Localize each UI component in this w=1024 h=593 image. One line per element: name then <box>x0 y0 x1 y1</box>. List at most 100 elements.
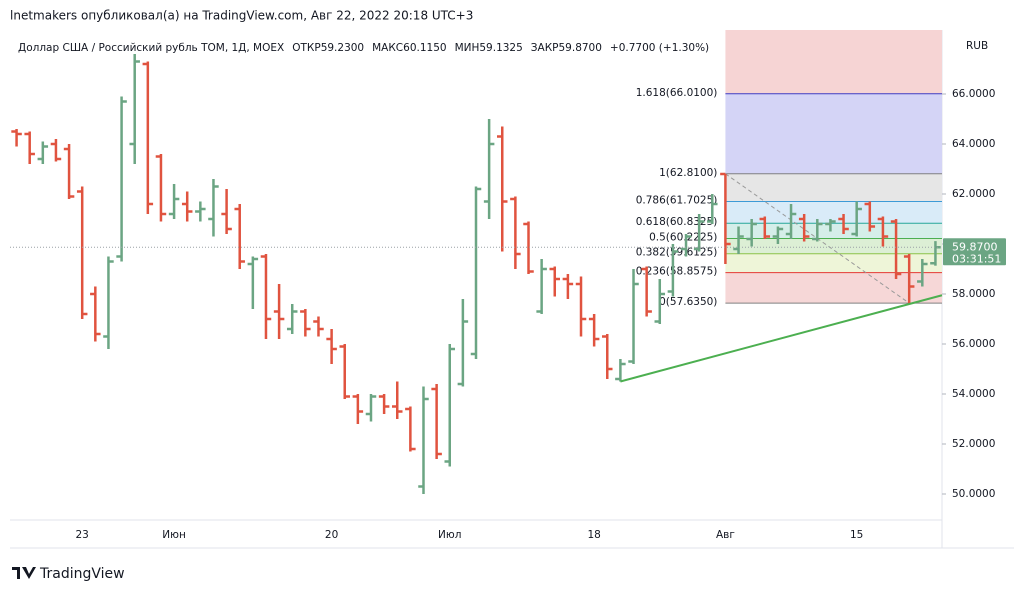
legend-close: 59.8700 <box>559 42 602 54</box>
fib-label: 0.786(61.7025) <box>636 194 718 206</box>
ohlc-bar <box>181 191 193 222</box>
ohlc-bar <box>365 394 377 422</box>
ohlc-bar <box>536 259 547 314</box>
ohlc-bar <box>286 304 298 334</box>
y-tick-label: 58.0000 <box>952 288 995 300</box>
fib-band <box>725 272 942 304</box>
fib-band <box>725 238 942 254</box>
y-tick-label: 64.0000 <box>952 138 995 150</box>
y-tick-label: 62.0000 <box>952 188 995 200</box>
legend-open: 59.2300 <box>321 42 364 54</box>
x-tick-label: 20 <box>325 529 338 541</box>
ohlc-bar <box>76 186 88 319</box>
ohlc-bar <box>798 214 810 242</box>
ohlc-bar <box>247 256 259 309</box>
ohlc-bar <box>300 309 311 337</box>
fib-label: 1(62.8100) <box>659 167 717 179</box>
legend-close-label: ЗАКР <box>531 42 559 54</box>
ohlc-bar <box>785 204 797 239</box>
fib-extension <box>725 30 942 94</box>
y-tick-label: 54.0000 <box>952 388 995 400</box>
legend-low: 59.1325 <box>479 42 522 54</box>
x-tick-label: 23 <box>76 529 89 541</box>
fib-band <box>725 93 942 174</box>
ohlc-bar <box>129 54 140 164</box>
y-tick-label: 56.0000 <box>952 338 995 350</box>
header: lnetmakers опубликовал(а) на TradingView… <box>10 9 473 23</box>
plot: 1.618(66.0100) 1(62.8100) 0.786(61.7025) 0.… <box>11 30 943 494</box>
ohlc-bar <box>234 204 245 269</box>
ohlc-bar <box>208 179 219 237</box>
x-tick-label: Авг <box>716 529 735 541</box>
y-tick-label: 50.0000 <box>952 488 995 500</box>
ohlc-bar <box>930 241 941 266</box>
legend-low-label: МИН <box>455 42 480 54</box>
ohlc-bar <box>103 256 114 349</box>
ohlc-bar <box>917 259 928 287</box>
ohlc-bar <box>155 154 167 222</box>
x-tick-label: 18 <box>587 529 600 541</box>
ohlc-bar <box>418 386 429 494</box>
ohlc-bar <box>667 244 679 297</box>
ohlc-bar <box>510 196 521 269</box>
ohlc-bar <box>378 394 390 414</box>
ohlc-bar <box>431 384 442 459</box>
ohlc-bar <box>63 144 75 199</box>
ohlc-bar <box>890 219 902 279</box>
ohlc-bar <box>654 279 666 324</box>
ohlc-bar <box>707 194 718 224</box>
x-tick-label: 15 <box>850 529 863 541</box>
ohlc-bar <box>615 359 626 382</box>
ohlc-bar <box>641 266 652 317</box>
legend-symbol: Доллар США / Российский рубль TOM, 1Д, M… <box>18 42 284 54</box>
fib-label: 0.618(60.8325) <box>636 216 718 228</box>
ohlc-bar <box>391 381 403 419</box>
ohlc-bar <box>733 226 744 254</box>
x-tick-label: Июн <box>162 529 186 541</box>
ohlc-bar <box>903 254 915 304</box>
ohlc-bar <box>877 216 889 247</box>
ohlc-bar <box>523 221 534 274</box>
brand: TradingView <box>39 566 125 582</box>
ohlc-bar <box>90 286 101 342</box>
ohlc-bar <box>195 201 206 222</box>
fib-label: 1.618(66.0100) <box>636 87 718 99</box>
fib-band <box>725 223 942 239</box>
ohlc-bar <box>168 184 180 219</box>
legend-high: 60.1150 <box>403 42 446 54</box>
ohlc-bar <box>116 96 127 262</box>
ohlc-bar <box>142 61 154 214</box>
ohlc-bar <box>812 219 823 242</box>
price-tag-label: 59.8700 <box>952 240 998 253</box>
ohlc-bar <box>746 219 757 247</box>
fib-band <box>725 253 942 273</box>
fib-label: 0.5(60.2225) <box>649 231 717 243</box>
ohlc-bar <box>693 214 705 252</box>
legend-high-label: МАКС <box>372 42 403 54</box>
price-tag <box>943 238 1006 266</box>
ohlc-bar <box>497 126 508 252</box>
fib-band <box>725 173 942 202</box>
ohlc-bar <box>37 141 49 164</box>
countdown: 03:31:51 <box>952 252 1001 265</box>
ohlc-bar <box>562 274 574 299</box>
ohlc-bar <box>838 214 849 234</box>
ohlc-bar <box>772 226 784 244</box>
ohlc-bar <box>720 172 731 264</box>
ohlc-bar <box>864 201 876 232</box>
currency: RUB <box>966 40 988 52</box>
logo: TradingView <box>12 566 125 582</box>
ohlc-bar <box>11 129 22 147</box>
legend-change: +0.7700 (+1.30%) <box>610 42 709 54</box>
ohlc-bar <box>405 406 416 452</box>
ohlc-bar <box>759 216 771 239</box>
ohlc-bar <box>352 394 364 424</box>
ohlc-bar <box>273 284 285 339</box>
ohlc-bar <box>444 344 455 467</box>
ohlc-bar <box>483 119 495 219</box>
y-tick-label: 52.0000 <box>952 438 995 450</box>
x-tick-label: Июл <box>438 529 461 541</box>
ohlc-bar <box>628 269 639 364</box>
ohlc-bar <box>680 234 692 257</box>
